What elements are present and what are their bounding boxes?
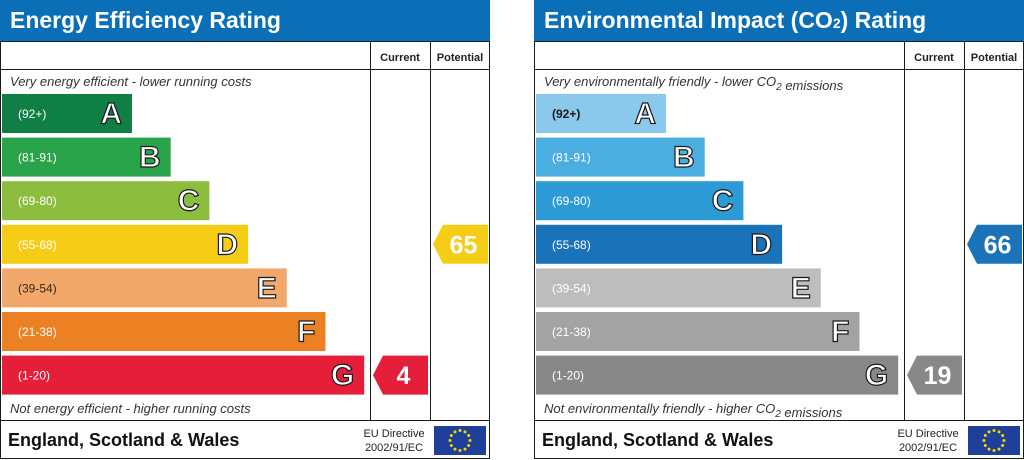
ei-band-range-g: (1-20) [552, 369, 584, 383]
ei-band-bar-f [536, 312, 860, 351]
ei-band-bar-e [536, 268, 821, 308]
ei-band-range-f: (21-38) [552, 325, 591, 339]
ee-band-letter-e: E [257, 272, 277, 305]
ee-eu-star [453, 430, 457, 434]
ei-bottom-caption: Not environmentally friendly - higher CO… [544, 401, 843, 420]
ee-eu-star [468, 439, 472, 442]
ei-eu-star [1001, 434, 1005, 437]
ee-bottom-caption: Not energy efficient - higher running co… [10, 401, 251, 416]
ee-band-range-e: (39-54) [18, 281, 57, 295]
ei-band-letter-c: C [712, 185, 734, 218]
ee-eu-star [463, 430, 467, 434]
ee-top-caption: Very energy efficient - lower running co… [10, 74, 252, 89]
ei-col-current-label: Current [914, 52, 954, 64]
ee-band-bar-d [2, 224, 249, 264]
ee-eu-star [458, 429, 462, 432]
ee-band-range-f: (21-38) [18, 325, 57, 339]
ei-footer-directive-line2: 2002/91/EC [899, 442, 957, 454]
ee-frame [0, 41, 490, 459]
ei-eu-star [987, 430, 991, 434]
ee-band-bar-e [2, 268, 287, 308]
ei-band-bar-a [536, 94, 666, 133]
ee-eu-star [458, 449, 462, 452]
ei-current-value: 19 [924, 362, 952, 390]
ee-potential-value: 65 [450, 231, 478, 259]
environmental-impact-chart: Current Potential Very environmentally fri… [534, 41, 1024, 459]
ee-footer-directive-line2: 2002/91/EC [365, 442, 423, 454]
environmental-impact-panel: Environmental Impact (CO2) Rating Curren… [534, 0, 1024, 460]
ee-band-letter-c: C [178, 185, 200, 218]
ee-current-value: 4 [397, 362, 411, 390]
ei-eu-star [997, 430, 1001, 434]
ei-eu-star [1002, 439, 1006, 442]
ei-band-letter-a: A [634, 98, 656, 131]
ee-col-current-label: Current [380, 52, 420, 64]
ee-eu-star [463, 447, 467, 451]
ei-footer-directive-line1: EU Directive [897, 428, 958, 440]
ei-eu-star [992, 449, 996, 452]
ei-eu-star [982, 439, 986, 442]
ee-band-range-c: (69-80) [18, 194, 57, 208]
ee-band-letter-d: D [216, 228, 238, 261]
environmental-impact-title: Environmental Impact (CO2) Rating [534, 0, 1024, 41]
ei-band-range-a: (92+) [552, 107, 580, 121]
ee-band-bar-a [2, 94, 132, 133]
energy-efficiency-panel: Energy Efficiency Rating Current Potentia… [0, 0, 490, 460]
ee-band-range-d: (55-68) [18, 238, 57, 252]
ee-footer-region: England, Scotland & Wales [8, 430, 239, 450]
ee-eu-star [449, 434, 453, 437]
ei-band-range-d: (55-68) [552, 238, 591, 252]
ei-band-letter-f: F [831, 316, 849, 349]
ee-potential-marker [433, 224, 488, 264]
ei-band-letter-e: E [791, 272, 811, 305]
ei-current-marker [907, 355, 962, 395]
ee-eu-star [449, 444, 453, 447]
energy-efficiency-chart: Current Potential Very energy efficient - … [0, 41, 490, 459]
ee-eu-star [467, 434, 471, 437]
ei-eu-star [983, 434, 987, 437]
ei-band-letter-g: G [865, 359, 888, 392]
ei-band-bar-b [536, 137, 705, 177]
ei-top-caption: Very environmentally friendly - lower CO… [544, 74, 844, 93]
ei-band-bar-d [536, 224, 783, 264]
ee-band-bar-f [2, 312, 326, 351]
ee-band-bar-b [2, 137, 171, 177]
energy-efficiency-title: Energy Efficiency Rating [0, 0, 490, 41]
ee-eu-star [453, 447, 457, 451]
ei-potential-value: 66 [984, 231, 1012, 259]
ee-band-range-a: (92+) [18, 107, 46, 121]
ee-band-letter-a: A [100, 98, 122, 131]
ei-eu-star [997, 447, 1001, 451]
ee-band-range-g: (1-20) [18, 369, 50, 383]
ei-band-letter-b: B [673, 141, 695, 174]
ei-eu-star [1001, 444, 1005, 447]
ee-col-potential-label: Potential [437, 52, 483, 64]
ei-footer-region: England, Scotland & Wales [542, 430, 773, 450]
ee-band-letter-f: F [297, 316, 315, 349]
ei-eu-star [987, 447, 991, 451]
ei-eu-star [983, 444, 987, 447]
ei-col-potential-label: Potential [971, 52, 1017, 64]
ee-band-letter-b: B [139, 141, 161, 174]
ee-band-letter-g: G [331, 359, 354, 392]
ee-band-bar-c [2, 181, 210, 221]
ee-band-bar-g [2, 355, 365, 395]
ee-eu-star [448, 439, 452, 442]
ee-current-marker [373, 355, 428, 395]
ei-band-range-b: (81-91) [552, 151, 591, 165]
ei-band-range-e: (39-54) [552, 281, 591, 295]
ee-footer-directive-line1: EU Directive [363, 428, 424, 440]
ee-eu-star [467, 444, 471, 447]
ei-eu-star [992, 429, 996, 432]
ei-band-bar-g [536, 355, 899, 395]
ei-potential-marker [967, 224, 1022, 264]
environmental-impact-title-text: Environmental Impact (CO2) Rating [544, 7, 927, 33]
ei-band-range-c: (69-80) [552, 194, 591, 208]
ee-band-range-b: (81-91) [18, 151, 57, 165]
ei-band-bar-c [536, 181, 744, 221]
ei-band-letter-d: D [750, 228, 772, 261]
